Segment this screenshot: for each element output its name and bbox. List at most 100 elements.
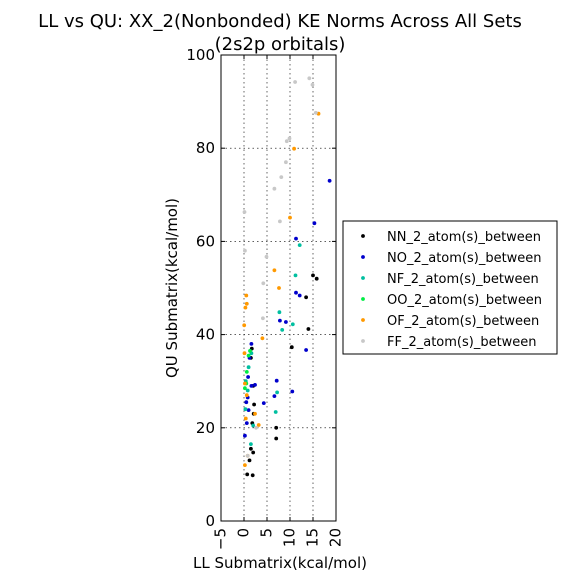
data-point: [243, 386, 247, 391]
data-point: [313, 110, 318, 115]
data-point: [246, 375, 251, 379]
legend-marker: [361, 255, 365, 259]
data-point: [253, 411, 257, 416]
data-point: [249, 446, 253, 451]
data-point: [242, 323, 247, 328]
data-point: [243, 248, 247, 253]
legend-marker: [361, 276, 365, 280]
data-point: [278, 318, 282, 323]
legend-label: NF_2_atom(s)_between: [387, 272, 539, 287]
data-point: [306, 327, 311, 331]
data-point: [260, 336, 265, 341]
data-point: [244, 370, 249, 374]
data-point: [278, 219, 282, 224]
data-point: [242, 351, 247, 356]
data-point: [294, 290, 298, 295]
data-point: [288, 215, 292, 220]
data-point: [311, 273, 315, 278]
data-point: [244, 400, 249, 405]
data-point: [274, 425, 279, 430]
x-tick-label: 5: [258, 528, 276, 538]
data-point: [244, 301, 249, 306]
x-tick-label: 15: [304, 528, 322, 547]
data-point: [292, 146, 296, 151]
data-point: [272, 186, 277, 191]
data-point: [277, 286, 281, 290]
legend-label: OO_2_atom(s)_between: [387, 293, 542, 308]
chart-title: LL vs QU: XX_2(Nonbonded) KE Norms Acros…: [38, 11, 522, 32]
legend-marker: [361, 234, 365, 238]
legend-label: OF_2_atom(s)_between: [387, 314, 539, 329]
data-point: [312, 221, 317, 226]
data-point: [290, 389, 295, 394]
legend-marker: [361, 339, 365, 343]
data-point: [245, 472, 250, 477]
data-point: [243, 305, 248, 310]
data-point: [310, 82, 315, 87]
y-tick-label: 40: [196, 326, 215, 344]
data-point: [249, 442, 253, 446]
grid-lines: [221, 55, 336, 521]
data-point: [294, 236, 298, 241]
data-point: [253, 383, 257, 387]
data-point: [254, 425, 258, 430]
data-point: [251, 423, 256, 428]
data-point: [244, 293, 249, 298]
data-points: [242, 76, 332, 478]
data-point: [245, 388, 250, 393]
y-tick-label: 80: [196, 139, 215, 157]
y-tick-label: 100: [186, 46, 215, 64]
data-point: [242, 210, 247, 214]
x-tick-label: −5: [212, 528, 230, 550]
data-point: [272, 394, 277, 398]
data-point: [297, 243, 302, 248]
x-tick-label: 0: [235, 528, 253, 538]
data-point: [327, 178, 332, 183]
data-point: [248, 349, 252, 353]
chart-subtitle: (2s2p orbitals): [215, 34, 346, 55]
data-point: [304, 295, 308, 300]
data-point: [246, 408, 251, 412]
data-point: [249, 342, 254, 346]
data-point: [274, 378, 279, 383]
data-point: [307, 76, 312, 81]
x-tick-label: 10: [281, 528, 299, 547]
data-point: [314, 276, 319, 281]
y-axis-label: QU Submatrix(kcal/mol): [163, 198, 181, 378]
data-point: [243, 433, 247, 438]
data-point: [243, 416, 248, 421]
data-point: [251, 450, 256, 455]
legend-label: FF_2_atom(s)_between: [387, 335, 537, 350]
legend-marker: [361, 318, 365, 322]
data-point: [273, 410, 278, 414]
data-point: [246, 353, 251, 358]
data-point: [279, 175, 284, 180]
legend-marker: [361, 297, 365, 301]
data-point: [284, 320, 288, 324]
data-point: [287, 136, 292, 141]
legend: NN_2_atom(s)_between NO_2_atom(s)_between…: [342, 220, 558, 355]
data-point: [250, 473, 255, 478]
x-tick-label: 20: [327, 528, 345, 547]
data-point: [261, 316, 265, 321]
data-point: [277, 310, 282, 315]
data-point: [275, 390, 279, 395]
data-point: [245, 453, 250, 458]
legend-label: NO_2_atom(s)_between: [387, 251, 542, 266]
data-point: [293, 80, 297, 84]
data-point: [246, 365, 251, 370]
data-point: [256, 423, 261, 427]
data-point: [249, 384, 254, 388]
data-point: [272, 268, 277, 273]
data-point: [289, 345, 294, 350]
data-point: [293, 273, 298, 278]
data-point: [290, 322, 295, 327]
plot-frame: [220, 54, 337, 522]
data-point: [244, 421, 249, 425]
data-point: [244, 393, 249, 398]
data-point: [261, 401, 266, 405]
data-point: [264, 254, 269, 259]
data-point: [247, 458, 252, 463]
